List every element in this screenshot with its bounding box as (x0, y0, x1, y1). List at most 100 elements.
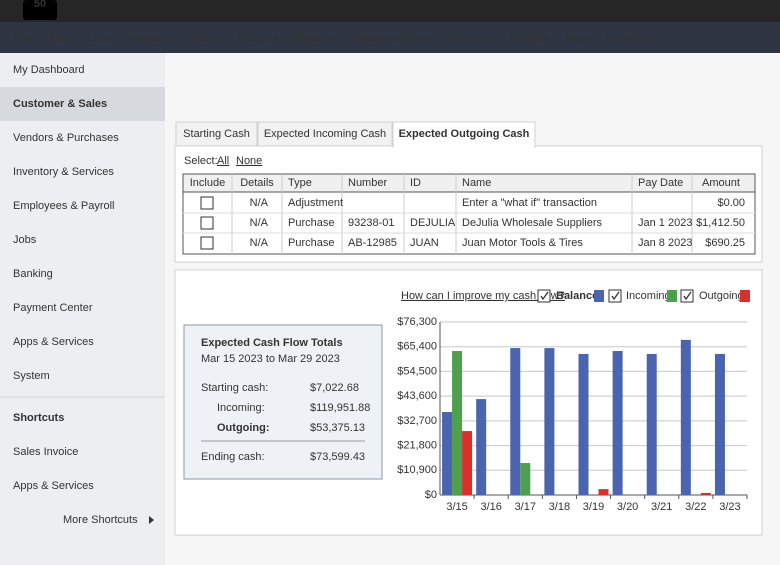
bar (700, 492, 711, 495)
totals-label: Starting cash: (201, 382, 268, 394)
bar (544, 348, 555, 495)
table-header: Type (288, 177, 312, 189)
cell: N/A (250, 217, 269, 229)
totals-value: $119,951.88 (310, 402, 370, 414)
totals-label: Outgoing: (217, 422, 270, 434)
bar (520, 463, 531, 495)
menu-item[interactable]: Lists (88, 32, 111, 44)
tab-label[interactable]: Expected Incoming Cash (264, 128, 386, 140)
sidebar-item[interactable]: Apps & Services (13, 336, 94, 348)
logo (23, 0, 57, 20)
sidebar-item[interactable]: Vendors & Purchases (13, 132, 119, 144)
tab-join (394, 145, 534, 148)
menu-item[interactable]: Help (566, 32, 589, 44)
y-tick-label: $43,600 (397, 390, 437, 402)
totals-value: $7,022.68 (310, 382, 359, 394)
cell: DeJulia Wholesale Suppliers (462, 217, 603, 229)
x-tick-label: 3/22 (685, 501, 706, 513)
menu-item[interactable]: Services (450, 32, 493, 44)
y-tick-label: $0 (425, 489, 437, 501)
cell: Enter a "what if" transaction (462, 197, 597, 209)
logo-text: 50 (34, 0, 46, 10)
cell: 93238-01 (348, 217, 395, 229)
shortcut-item[interactable]: Apps & Services (13, 480, 94, 492)
sidebar-item[interactable]: Customer & Sales (13, 98, 107, 110)
cell: $1,412.50 (696, 217, 745, 229)
table-header: Include (190, 177, 225, 189)
table-header: Name (462, 177, 491, 189)
table-header: ID (410, 177, 421, 189)
legend-checkbox[interactable] (680, 289, 694, 303)
check-mark (683, 291, 692, 301)
sidebar (0, 53, 165, 565)
totals-box (183, 324, 383, 480)
cell: $690.25 (705, 237, 745, 249)
menu-item[interactable]: Maintain (130, 32, 172, 44)
sidebar-item[interactable]: System (13, 370, 50, 382)
include-checkbox[interactable] (200, 236, 214, 250)
menu-item[interactable]: Analysis (237, 32, 278, 44)
menu-item[interactable]: Tasks (191, 32, 220, 44)
cell: DEJULIA (410, 217, 456, 229)
totals-value: $73,599.43 (310, 451, 365, 463)
tab-label[interactable]: Starting Cash (183, 128, 250, 140)
bar (476, 399, 487, 495)
totals-label: Incoming: (217, 402, 265, 414)
cell: Adjustment (288, 197, 343, 209)
cell: $0.00 (717, 197, 745, 209)
menu-item[interactable]: Options (295, 32, 333, 44)
select-all[interactable]: All (217, 155, 229, 167)
shortcut-item[interactable]: Sales Invoice (13, 446, 78, 458)
tab[interactable] (392, 121, 536, 148)
legend-swatch (740, 290, 750, 302)
bar (680, 339, 691, 495)
legend-swatch (667, 290, 677, 302)
cell: Purchase (288, 217, 334, 229)
select-none[interactable]: None (236, 155, 262, 167)
legend-checkbox[interactable] (537, 289, 551, 303)
menu-item[interactable]: Reports & Forms (351, 32, 435, 44)
legend-checkbox[interactable] (608, 289, 622, 303)
title-bar (0, 0, 780, 22)
bar (442, 412, 453, 495)
help-link[interactable]: How can I improve my cash flow? (401, 290, 565, 302)
x-tick-label: 3/16 (480, 501, 501, 513)
totals-title: Expected Cash Flow Totals (201, 337, 343, 349)
check-mark (611, 291, 620, 301)
menu-item[interactable]: File (14, 32, 32, 44)
x-tick-label: 3/19 (583, 501, 604, 513)
y-tick-label: $10,900 (397, 464, 437, 476)
menu-item[interactable]: Window (510, 32, 549, 44)
table-header: Amount (702, 177, 740, 189)
tab[interactable] (175, 121, 258, 147)
menu-item[interactable]: Edit (50, 32, 69, 44)
sidebar-item[interactable]: Banking (13, 268, 53, 280)
bar (462, 431, 473, 495)
legend-label: Balance (556, 290, 598, 302)
include-checkbox[interactable] (200, 216, 214, 230)
tab[interactable] (257, 121, 393, 147)
y-tick-label: $65,400 (397, 341, 437, 353)
tab-label[interactable]: Expected Outgoing Cash (399, 128, 530, 140)
legend-label: Incoming (626, 290, 671, 302)
menu-item[interactable]: Live Chat (606, 32, 652, 44)
cell: Juan Motor Tools & Tires (462, 237, 583, 249)
bar (510, 348, 521, 495)
cell: N/A (250, 197, 269, 209)
sidebar-item[interactable]: My Dashboard (13, 64, 85, 76)
sidebar-item[interactable]: Payment Center (13, 302, 93, 314)
more-shortcuts[interactable]: More Shortcuts (63, 514, 138, 526)
sidebar-item[interactable]: Inventory & Services (13, 166, 114, 178)
bar (578, 353, 589, 495)
totals-label: Ending cash: (201, 451, 265, 463)
include-checkbox[interactable] (200, 196, 214, 210)
x-tick-label: 3/18 (549, 501, 570, 513)
menu-bar (0, 22, 780, 53)
table-header-bg (182, 173, 756, 193)
sidebar-item[interactable]: Employees & Payroll (13, 200, 115, 212)
legend-label: Outgoing (699, 290, 744, 302)
sidebar-item[interactable]: Jobs (13, 234, 37, 246)
table-header: Number (348, 177, 387, 189)
table-header: Pay Date (638, 177, 683, 189)
